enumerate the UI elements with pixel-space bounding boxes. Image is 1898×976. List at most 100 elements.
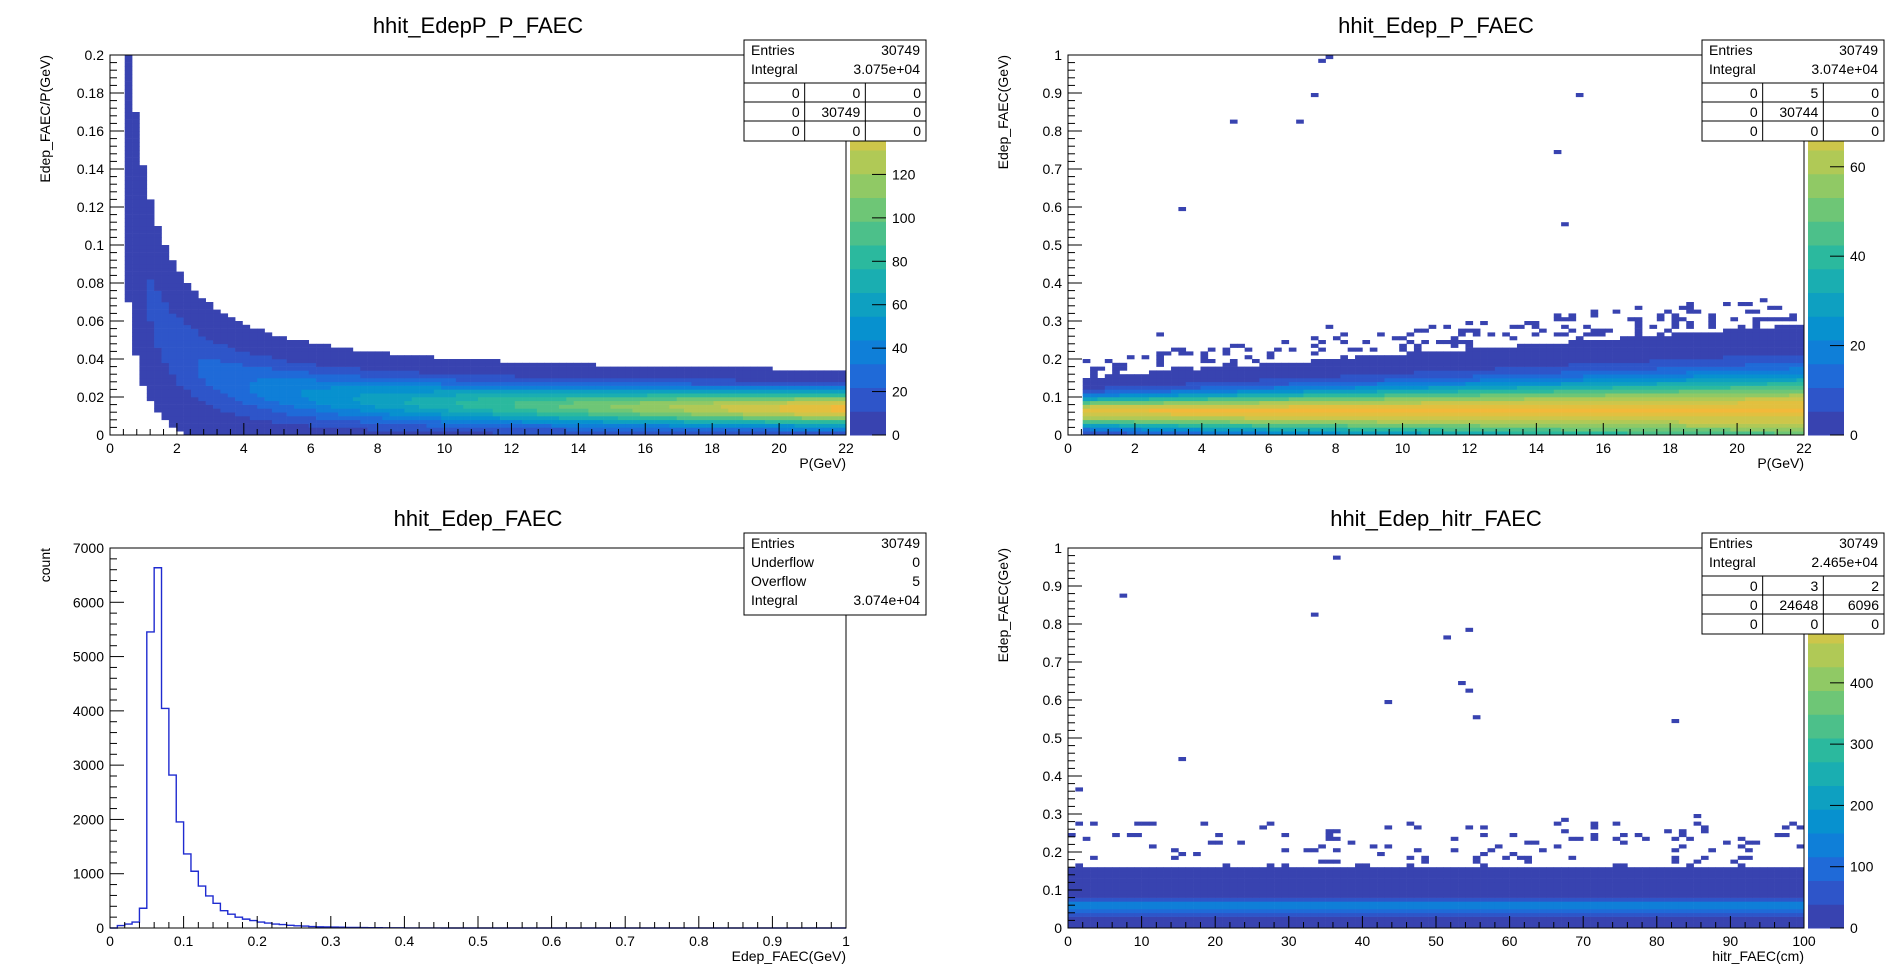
heatmap-cell [706, 370, 714, 375]
heatmap-cell [1458, 431, 1466, 436]
heatmap-cell [1759, 408, 1768, 413]
heatmap-cell [1391, 404, 1400, 409]
heatmap-cell [1200, 359, 1209, 364]
heatmap-cell [1583, 427, 1591, 432]
heatmap-cell [1583, 393, 1591, 398]
heatmap-cell [1472, 389, 1481, 394]
heatmap-cell [1090, 404, 1098, 409]
heatmap-cell [1244, 404, 1253, 409]
heatmap-cell [1649, 393, 1658, 398]
heatmap-cell [124, 264, 133, 269]
heatmap-cell [168, 393, 177, 398]
heatmap-cell [433, 397, 442, 402]
heatmap-cell [1377, 427, 1385, 432]
heatmap-cell [213, 343, 221, 348]
heatmap-cell [1678, 378, 1687, 383]
heatmap-cell [1355, 416, 1363, 421]
heatmap-cell [1465, 355, 1474, 360]
heatmap-cell [433, 412, 442, 417]
heatmap-cell [389, 404, 398, 409]
heatmap-cell [1310, 366, 1319, 371]
heatmap-cell [1465, 400, 1474, 405]
heatmap-cell [573, 362, 582, 367]
heatmap-cell [632, 370, 641, 375]
heatmap-cell [1465, 328, 1474, 333]
heatmap-cell [478, 374, 486, 379]
heatmap-cell [1421, 404, 1429, 409]
heatmap-cell [1745, 423, 1753, 428]
heatmap-cell [1553, 332, 1562, 337]
heatmap-cell [728, 389, 736, 394]
heatmap-cell [1406, 416, 1415, 421]
heatmap-cell [411, 412, 420, 417]
heatmap-cell [1605, 427, 1613, 432]
heatmap-cell [1281, 408, 1290, 413]
heatmap-cell [728, 419, 736, 424]
heatmap-cell [146, 389, 155, 394]
heatmap-cell [323, 351, 332, 356]
heatmap-cell [132, 131, 140, 136]
heatmap-cell [220, 389, 229, 394]
heatmap-cell [1590, 431, 1599, 436]
heatmap-cell [1531, 412, 1540, 417]
heatmap-cell [1112, 378, 1120, 383]
heatmap-cell [330, 404, 339, 409]
heatmap-cell [1141, 389, 1150, 394]
heatmap-cell [389, 385, 398, 390]
heatmap-cell [1266, 412, 1275, 417]
heatmap-cell [1561, 416, 1569, 421]
heatmap-cell [1509, 408, 1518, 413]
heatmap-cell [330, 427, 339, 432]
heatmap-cell [1605, 423, 1613, 428]
heatmap-cell [205, 324, 214, 329]
heatmap-cell [1612, 389, 1621, 394]
heatmap-cell [463, 412, 471, 417]
heatmap-cell [1759, 416, 1768, 421]
heatmap-cell [271, 378, 280, 383]
heatmap-cell [264, 362, 273, 367]
heatmap-cell [1112, 412, 1120, 417]
heatmap-cell [360, 385, 368, 390]
heatmap-cell [1362, 362, 1371, 367]
heatmap-cell [713, 416, 722, 421]
heatmap-cell [684, 419, 692, 424]
heatmap-cell [1252, 374, 1260, 379]
heatmap-cell [1642, 378, 1650, 383]
heatmap-cell [1480, 419, 1488, 424]
heatmap-cell [1737, 381, 1746, 386]
heatmap-cell [227, 328, 236, 333]
heatmap-cell [1730, 351, 1739, 356]
heatmap-cell [1465, 389, 1474, 394]
heatmap-cell [787, 404, 795, 409]
heatmap-cell [1700, 423, 1709, 428]
heatmap-cell [1708, 359, 1716, 364]
heatmap-cell [198, 321, 206, 326]
heatmap-cell [1789, 351, 1797, 356]
heatmap-cell [485, 374, 494, 379]
heatmap-cell [176, 332, 184, 337]
heatmap-cell [1708, 370, 1716, 375]
heatmap-cell [728, 397, 736, 402]
heatmap-cell [728, 366, 736, 371]
heatmap-cell [190, 412, 199, 417]
heatmap-cell [257, 416, 265, 421]
heatmap-cell [441, 385, 449, 390]
heatmap-cell [1789, 366, 1797, 371]
heatmap-cell [1509, 404, 1518, 409]
heatmap-cell [132, 203, 140, 208]
heatmap-cell [1391, 362, 1400, 367]
heatmap-cell [1347, 370, 1356, 375]
heatmap-cell [676, 366, 685, 371]
heatmap-cell [1597, 370, 1606, 375]
heatmap-cell [139, 313, 148, 318]
heatmap-cell [308, 343, 317, 348]
heatmap-cell [1141, 378, 1150, 383]
heatmap-cell [1413, 400, 1422, 405]
heatmap-cell [1384, 408, 1393, 413]
heatmap-cell [1332, 416, 1341, 421]
heatmap-cell [1708, 419, 1716, 424]
heatmap-cell [1222, 412, 1231, 417]
heatmap-cell [492, 389, 501, 394]
heatmap-cell [1509, 359, 1518, 364]
heatmap-cell [625, 423, 633, 428]
